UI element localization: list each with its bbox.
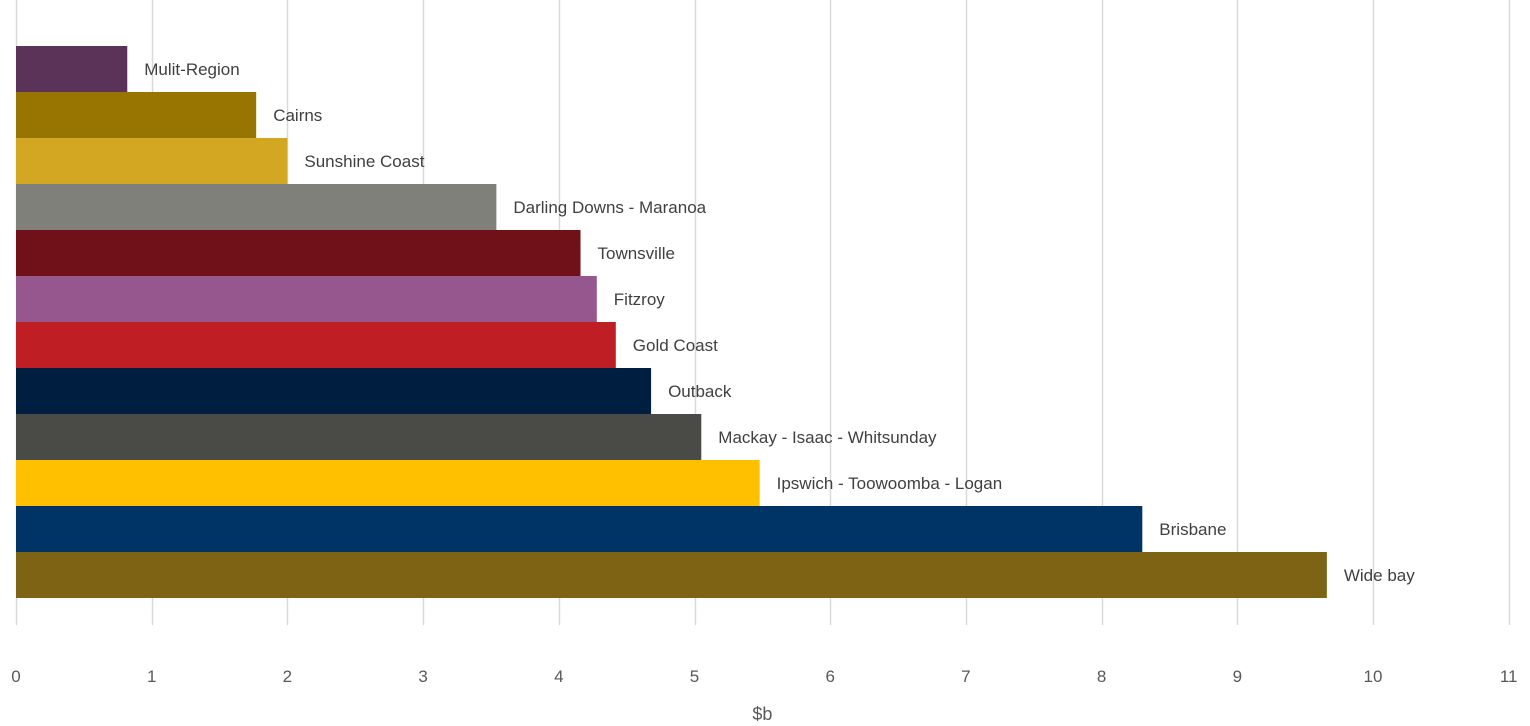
bar [16, 184, 497, 230]
bar [16, 46, 128, 92]
bars [16, 46, 1327, 598]
bar [16, 414, 702, 460]
bar-labels: Mulit-Region Cairns Sunshine Coast Darling … [144, 60, 1415, 585]
bar-label: Wide bay [1344, 566, 1415, 585]
x-tick-label: 9 [1233, 667, 1242, 686]
bar-label: Townsville [598, 244, 675, 263]
bar-label: Sunshine Coast [304, 152, 424, 171]
bar [16, 368, 652, 414]
bar [16, 92, 257, 138]
bar [16, 460, 760, 506]
x-tick-label: 6 [825, 667, 834, 686]
bar [16, 322, 616, 368]
x-tick-label: 1 [147, 667, 156, 686]
x-tick-label: 10 [1364, 667, 1383, 686]
x-tick-label: 11 [1500, 667, 1518, 686]
bar-label: Mackay - Isaac - Whitsunday [718, 428, 937, 447]
bar-label: Ipswich - Toowoomba - Logan [777, 474, 1003, 493]
x-tick-label: 7 [961, 667, 970, 686]
bar-label: Mulit-Region [144, 60, 239, 79]
bar [16, 276, 597, 322]
bar-label: Darling Downs - Maranoa [513, 198, 706, 217]
bar [16, 552, 1327, 598]
bar-label: Outback [668, 382, 732, 401]
x-tick-label: 8 [1097, 667, 1106, 686]
bar [16, 230, 581, 276]
bar-label: Gold Coast [633, 336, 718, 355]
x-axis-ticks: 0 1 2 3 4 5 6 7 8 9 10 11 [11, 667, 1517, 686]
x-axis-title: $b [752, 704, 772, 724]
bar-label: Brisbane [1159, 520, 1226, 539]
bar [16, 506, 1143, 552]
x-tick-label: 3 [418, 667, 427, 686]
bar-label: Cairns [273, 106, 322, 125]
x-tick-label: 5 [690, 667, 699, 686]
x-tick-label: 4 [554, 667, 563, 686]
bar-label: Fitzroy [614, 290, 666, 309]
bar [16, 138, 288, 184]
x-tick-label: 2 [283, 667, 292, 686]
x-tick-label: 0 [11, 667, 20, 686]
